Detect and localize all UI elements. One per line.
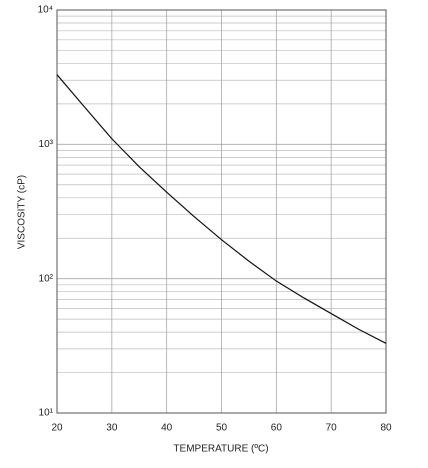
plot-frame	[56, 9, 387, 414]
x-axis-title: TEMPERATURE (ºC)	[173, 444, 268, 455]
x-tick-label: 30	[106, 423, 118, 434]
x-tick-label: 60	[271, 423, 283, 434]
line	[56, 74, 387, 344]
x-tick-label: 40	[161, 423, 173, 434]
y-tick-label: 10²	[39, 273, 54, 284]
y-tick-label: 10¹	[39, 408, 54, 419]
x-tick-label: 50	[216, 423, 228, 434]
x-tick-label: 70	[326, 423, 338, 434]
x-tick-label: 80	[380, 423, 392, 434]
y-tick-label: 10³	[39, 139, 54, 150]
y-tick-label: 10⁴	[38, 5, 53, 16]
y-axis-title: VISCOSITY (cP)	[17, 175, 28, 249]
x-tick-label: 20	[51, 423, 63, 434]
